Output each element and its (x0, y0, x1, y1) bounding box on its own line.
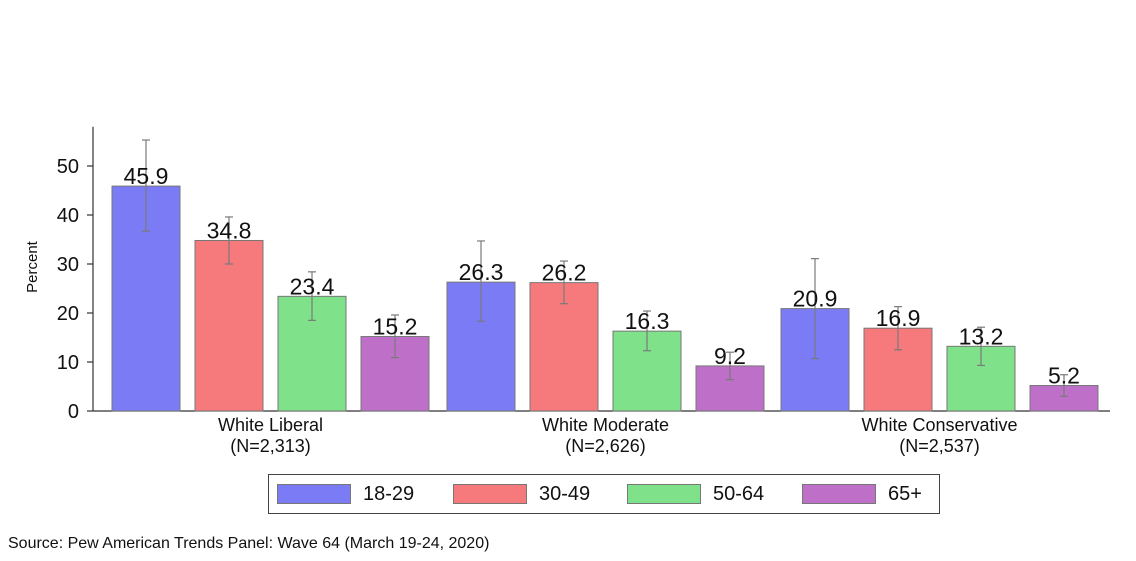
legend-swatch (627, 484, 701, 504)
legend-label: 50-64 (713, 483, 765, 505)
chart-category-labels: White Liberal(N=2,313)White Moderate(N=2… (218, 415, 1018, 456)
source-note: Source: Pew American Trends Panel: Wave … (8, 535, 490, 552)
value-label: 13.2 (959, 323, 1004, 349)
category-label: White Moderate (542, 415, 669, 435)
value-label: 45.9 (124, 163, 169, 189)
value-label: 34.8 (207, 217, 252, 243)
y-axis-label: Percent (24, 240, 41, 293)
value-label: 26.2 (542, 260, 587, 286)
value-label: 15.2 (373, 314, 418, 340)
y-tick-label: 30 (57, 254, 79, 276)
legend-label: 30-49 (539, 483, 591, 505)
value-label: 23.4 (290, 273, 335, 299)
bar-chart: 0 10 20 30 40 50 45.9 34.8 23.4 15.2 26.3 26.2 16.3… (24, 126, 1110, 456)
value-label: 16.9 (876, 305, 921, 331)
legend-label: 18-29 (363, 483, 415, 505)
y-tick-label: 50 (57, 156, 79, 178)
legend-swatch (277, 484, 351, 504)
category-sample-size: (N=2,626) (565, 436, 646, 456)
value-label: 20.9 (793, 286, 838, 312)
chart-legend: 18-29 30-49 50-64 65+ (268, 474, 940, 514)
category-sample-size: (N=2,313) (230, 436, 311, 456)
value-label: 16.3 (625, 308, 670, 334)
value-label: 26.3 (459, 259, 504, 285)
bar (277, 295, 347, 412)
legend-label: 65+ (888, 483, 922, 505)
y-tick-label: 20 (57, 303, 79, 325)
y-tick-label: 40 (57, 205, 79, 227)
legend-swatch (802, 484, 876, 504)
y-tick-label: 10 (57, 352, 79, 374)
value-label: 5.2 (1048, 363, 1080, 389)
value-label: 9.2 (714, 343, 746, 369)
category-label: White Conservative (861, 415, 1017, 435)
category-label: White Liberal (218, 415, 323, 435)
category-sample-size: (N=2,537) (899, 436, 980, 456)
chart-error-bars (142, 139, 1068, 397)
legend-swatch (453, 484, 527, 504)
chart-bars (111, 185, 1099, 412)
bar (194, 239, 264, 412)
chart-value-labels: 45.9 34.8 23.4 15.2 26.3 26.2 16.3 9.2 20.9 16.9 1… (124, 163, 1080, 388)
y-tick-label: 0 (68, 401, 79, 423)
